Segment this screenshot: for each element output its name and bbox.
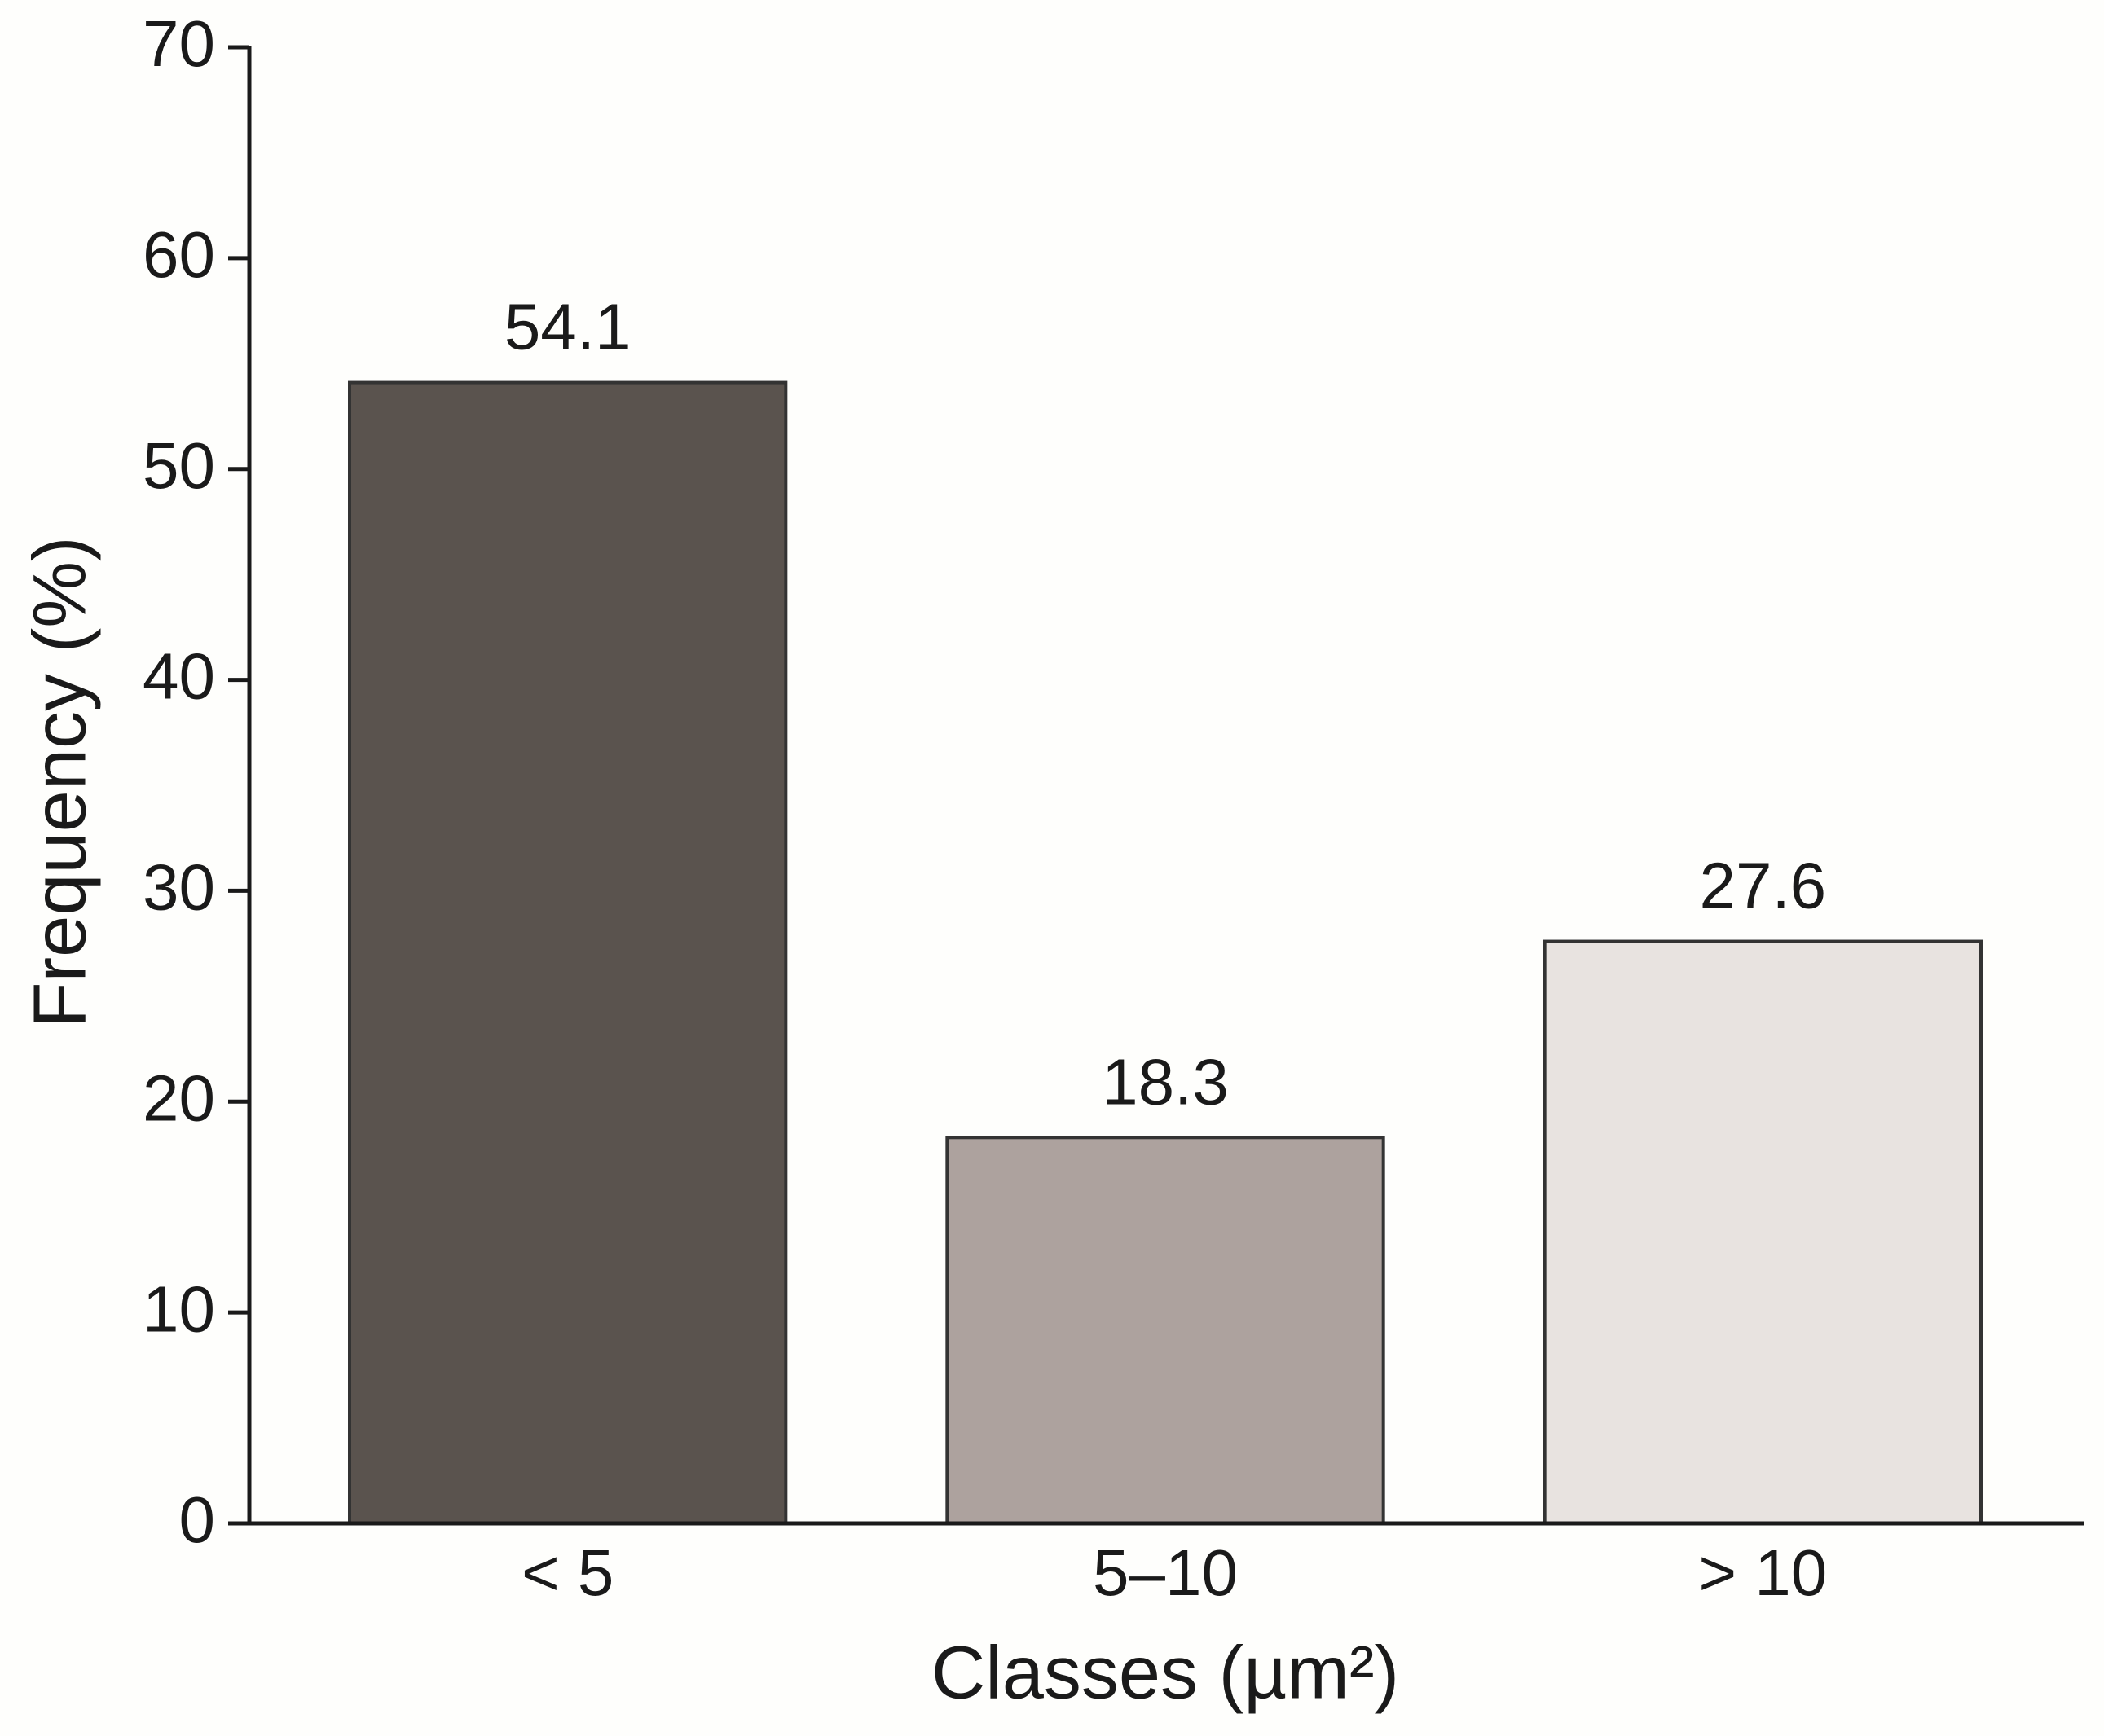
y-tick-label: 40	[143, 640, 215, 713]
y-tick-label: 70	[143, 7, 215, 80]
data-label: 54.1	[504, 291, 632, 363]
bar	[945, 1136, 1385, 1525]
bar	[1543, 939, 1983, 1526]
x-tick-label: < 5	[522, 1536, 614, 1609]
bar	[348, 380, 788, 1525]
y-tick-label: 0	[179, 1483, 216, 1556]
y-tick-label: 60	[143, 218, 215, 291]
data-label: 27.6	[1699, 850, 1826, 922]
y-tick-label: 20	[143, 1061, 215, 1134]
y-axis-title: Frequency (%)	[18, 536, 101, 1027]
x-axis-title: Classes (µm²)	[931, 1631, 1399, 1714]
x-tick-label: > 10	[1698, 1536, 1827, 1609]
y-tick-label: 30	[143, 851, 215, 924]
y-tick-label: 50	[143, 429, 215, 502]
data-label: 18.3	[1102, 1045, 1229, 1118]
y-tick-label: 10	[143, 1272, 215, 1345]
x-tick-label: 5–10	[1093, 1536, 1238, 1609]
